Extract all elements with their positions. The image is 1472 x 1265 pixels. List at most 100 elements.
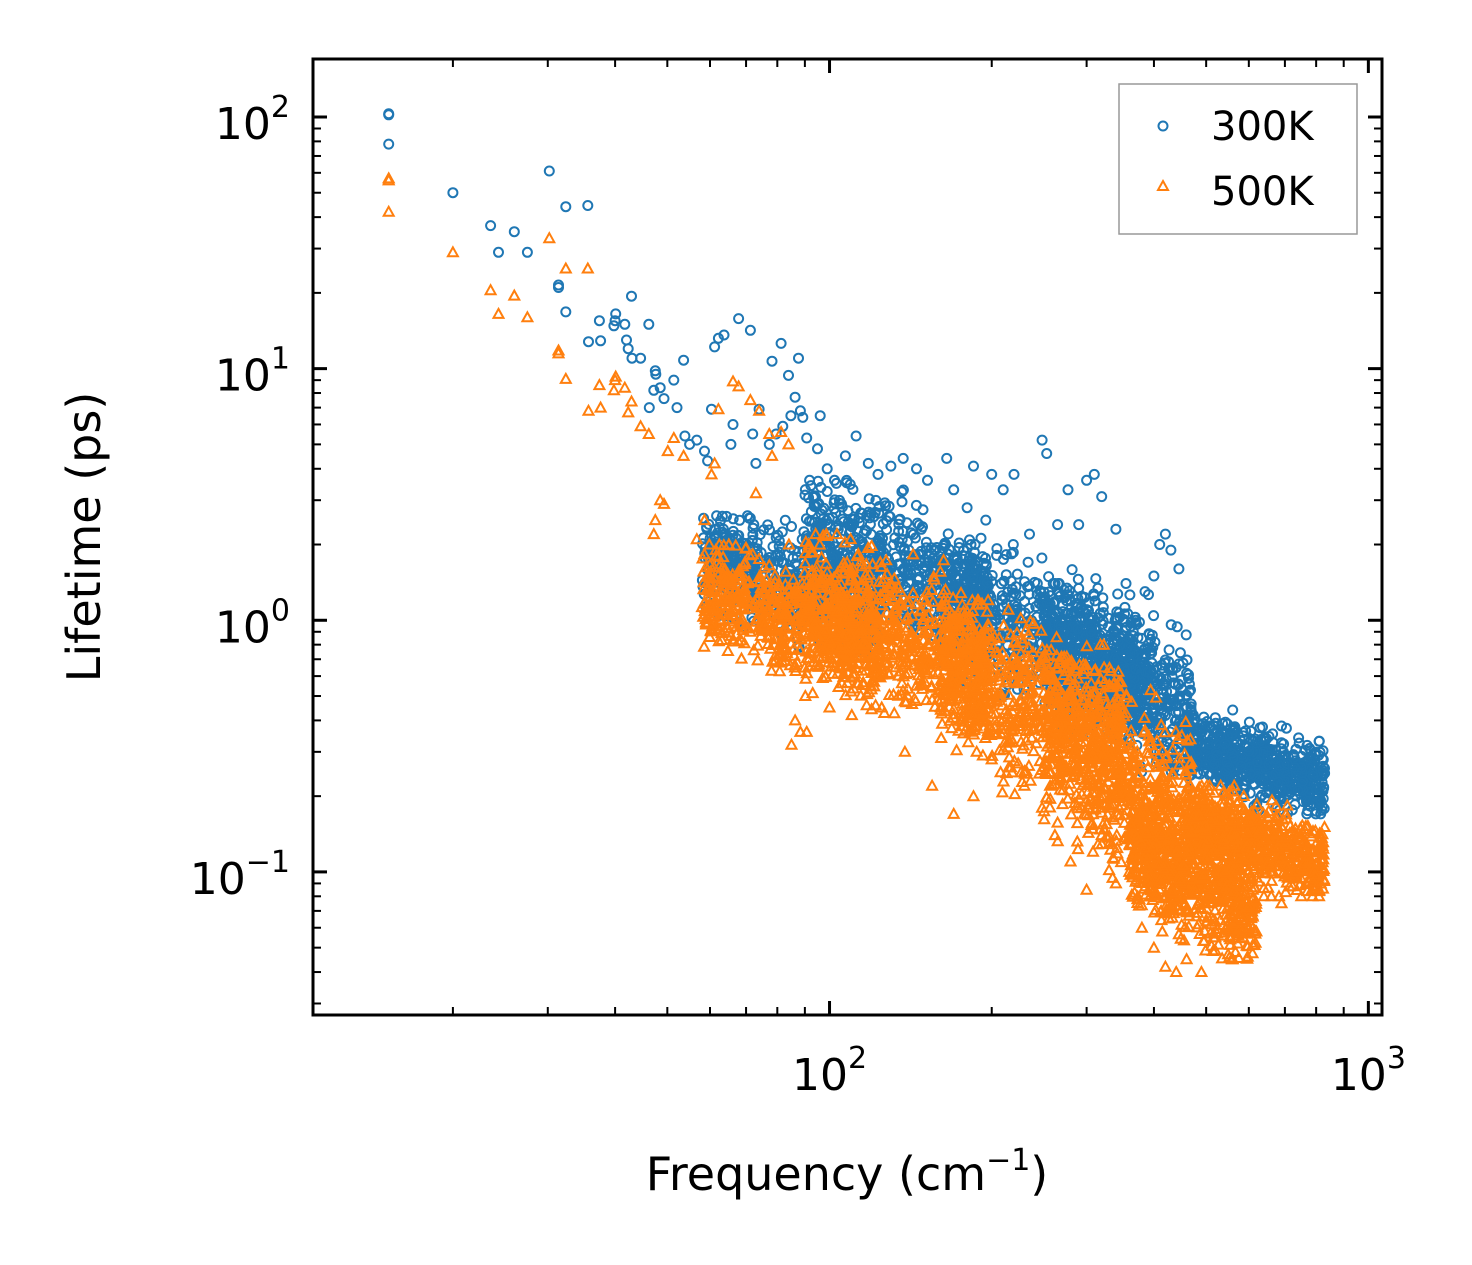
data-point-300k [873, 501, 885, 512]
data-point-300k [911, 580, 923, 591]
data-point-500k [806, 686, 820, 699]
data-point-300k [1011, 568, 1023, 580]
data-point-300k [643, 318, 655, 330]
data-point-300k [997, 484, 1009, 496]
data-point-300k [1171, 621, 1183, 633]
data-point-300k [925, 542, 937, 554]
data-point-300k [856, 508, 868, 519]
data-point-300k [801, 432, 813, 444]
data-point-300k [785, 410, 797, 422]
data-point-300k [942, 528, 954, 540]
data-point-300k [1052, 519, 1064, 531]
data-point-300k [671, 402, 683, 414]
data-point-300k [941, 452, 953, 464]
data-point-300k [905, 555, 917, 567]
data-point-300k [727, 419, 739, 430]
data-point-300k [560, 306, 572, 318]
data-point-300k [1180, 629, 1192, 641]
data-point-500k [734, 651, 749, 664]
data-point-300k [828, 497, 840, 509]
data-point-300k [1005, 575, 1017, 587]
data-point-300k [980, 560, 992, 572]
data-point-300k [1073, 519, 1085, 531]
data-point-300k [1120, 578, 1132, 589]
data-point-300k [806, 515, 818, 527]
data-point-300k [873, 537, 885, 549]
data-point-300k [793, 352, 804, 364]
data-point-300k [885, 460, 897, 472]
data-point-300k [383, 138, 395, 150]
data-point-300k [1243, 716, 1255, 728]
data-point-300k [1007, 539, 1019, 550]
data-point-300k [766, 355, 778, 367]
data-point-300k [1119, 601, 1131, 613]
data-point-300k [1036, 434, 1048, 446]
data-point-300k [953, 542, 965, 553]
data-point-300k [763, 438, 775, 450]
data-point-300k [998, 575, 1010, 587]
data-point-300k [1036, 552, 1048, 564]
data-point-300k [836, 501, 848, 513]
data-point-300k [897, 452, 909, 464]
data-point-300k [965, 539, 977, 550]
data-point-300k [948, 484, 960, 496]
data-point-300k [816, 504, 828, 516]
data-point-300k [913, 519, 925, 531]
data-point-300k [779, 514, 791, 526]
data-point-300k [1096, 491, 1108, 503]
data-point-300k [1007, 618, 1019, 629]
data-point-300k [897, 484, 909, 496]
data-point-300k [727, 513, 739, 525]
data-point-300k [803, 492, 815, 504]
data-point-300k [965, 564, 977, 576]
data-point-300k [850, 430, 862, 442]
data-point-300k [893, 558, 905, 570]
data-point-300k [744, 324, 756, 336]
data-point-300k [1024, 528, 1035, 540]
data-point-300k [970, 563, 982, 575]
data-point-300k [1022, 556, 1034, 568]
data-point-300k [849, 513, 860, 525]
data-point-300k [1008, 587, 1020, 599]
data-point-300k [832, 524, 844, 535]
data-points-layer [382, 108, 1332, 977]
data-point-300k [1110, 523, 1122, 535]
data-point-300k [1159, 528, 1171, 540]
data-point-300k [814, 410, 826, 422]
data-point-300k [1007, 546, 1019, 558]
data-point-300k [812, 475, 824, 487]
data-point-300k [1041, 448, 1053, 459]
data-point-300k [560, 201, 572, 213]
data-point-300k [626, 290, 637, 302]
data-point-300k [925, 548, 937, 560]
data-point-300k [862, 457, 874, 469]
data-point-300k [886, 559, 898, 571]
data-point-300k [839, 450, 851, 462]
data-point-300k [622, 343, 634, 355]
data-point-300k [911, 463, 922, 475]
data-point-300k [1066, 564, 1078, 576]
data-point-300k [747, 522, 759, 534]
data-point-300k [819, 542, 831, 553]
data-point-300k [716, 510, 728, 522]
data-point-300k [762, 519, 774, 531]
data-point-300k [863, 493, 875, 505]
data-point-300k [691, 434, 703, 446]
data-point-300k [775, 337, 787, 349]
data-point-300k [699, 445, 710, 457]
data-point-300k [521, 246, 533, 258]
data-point-300k [1019, 576, 1031, 588]
data-point-300k [773, 535, 785, 547]
data-point-300k [1165, 544, 1177, 556]
data-point-300k [812, 443, 823, 455]
data-point-300k [619, 318, 631, 330]
data-point-300k [658, 393, 670, 405]
data-point-300k [815, 481, 827, 493]
data-point-300k [896, 486, 908, 498]
data-point-300k [1072, 573, 1084, 585]
data-point-300k [1131, 619, 1143, 630]
data-point-300k [711, 510, 723, 522]
data-point-500k [721, 643, 735, 656]
data-point-300k [1227, 704, 1239, 716]
